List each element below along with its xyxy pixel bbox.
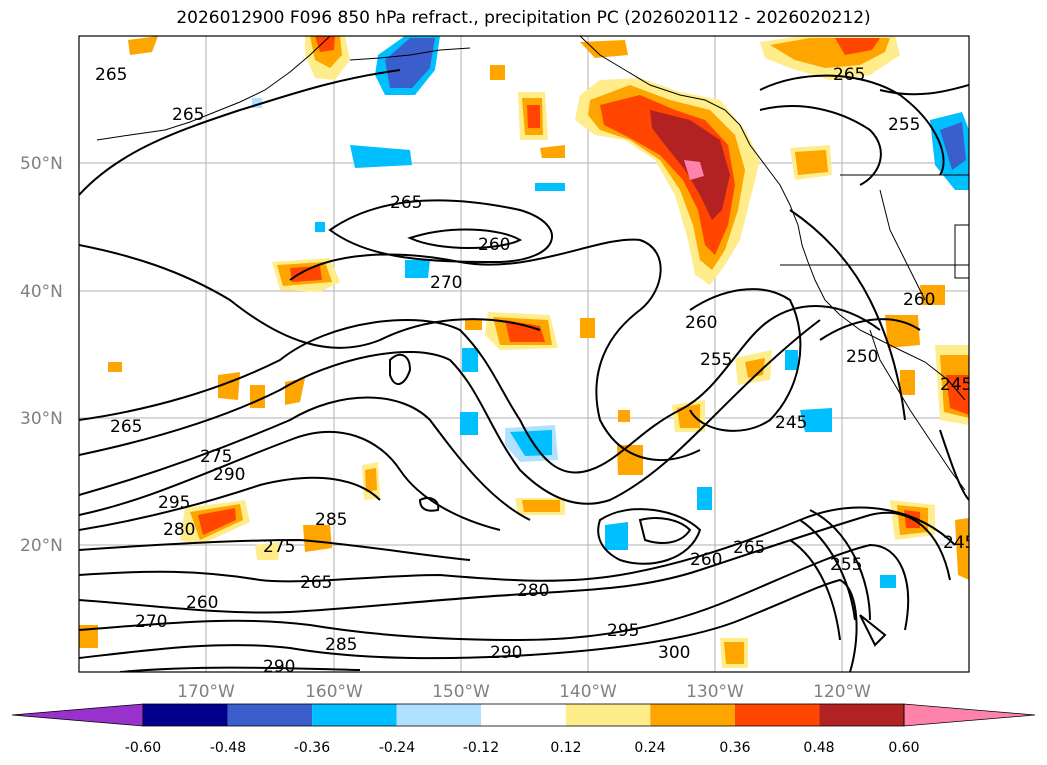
colorbar-segment bbox=[565, 704, 651, 726]
map-title: 2026012900 F096 850 hPa refract., precip… bbox=[176, 8, 871, 28]
lat-label: 20°N bbox=[20, 536, 63, 556]
lat-label: 30°N bbox=[20, 409, 63, 429]
contour-label: 285 bbox=[325, 635, 357, 655]
contour-label: 265 bbox=[833, 65, 865, 85]
coastlines bbox=[96, 36, 969, 491]
contour-label: 275 bbox=[200, 447, 232, 467]
colorbar-segment bbox=[481, 704, 566, 726]
contour-label: 260 bbox=[685, 313, 717, 333]
colorbar-segment bbox=[143, 704, 228, 726]
latitude-labels: 50°N 40°N 30°N 20°N bbox=[20, 154, 63, 556]
lon-label: 160°W bbox=[305, 682, 363, 702]
colorbar-extend-low bbox=[11, 703, 144, 727]
contour-label: 265 bbox=[172, 105, 204, 125]
contour-label: 285 bbox=[315, 510, 347, 530]
precip-positive-areas bbox=[79, 36, 969, 668]
contour-label: 290 bbox=[213, 465, 245, 485]
lon-label: 130°W bbox=[686, 682, 744, 702]
contour-label: 295 bbox=[607, 621, 639, 641]
colorbar-ticks: -0.60 -0.48 -0.36 -0.24 -0.12 0.12 0.24 … bbox=[125, 740, 920, 756]
contour-label: 270 bbox=[430, 273, 462, 293]
contour-label: 280 bbox=[517, 581, 549, 601]
contour-label: 300 bbox=[658, 643, 690, 663]
contour-label: 245 bbox=[943, 533, 975, 553]
contour-label: 290 bbox=[263, 657, 295, 677]
precip-negative-areas bbox=[252, 36, 969, 588]
lon-label: 170°W bbox=[177, 682, 235, 702]
contour-label: 245 bbox=[940, 375, 972, 395]
lat-label: 50°N bbox=[20, 154, 63, 174]
lon-label: 150°W bbox=[432, 682, 490, 702]
contour-label: 270 bbox=[135, 612, 167, 632]
contour-label: 265 bbox=[300, 573, 332, 593]
colorbar-tick: -0.24 bbox=[379, 740, 415, 756]
contour-label: 265 bbox=[733, 538, 765, 558]
refractivity-contours bbox=[79, 69, 969, 672]
colorbar-tick: -0.12 bbox=[463, 740, 499, 756]
contour-label: 260 bbox=[478, 235, 510, 255]
contour-label: 275 bbox=[263, 537, 295, 557]
lon-label: 120°W bbox=[813, 682, 871, 702]
colorbar-extend-high bbox=[903, 703, 1036, 727]
contour-labels: 265 265 265 260 270 265 275 290 295 280 … bbox=[95, 65, 975, 677]
contour-label: 260 bbox=[186, 593, 218, 613]
colorbar-tick: 0.12 bbox=[550, 740, 581, 756]
contour-label: 290 bbox=[490, 643, 522, 663]
colorbar-tick: -0.60 bbox=[125, 740, 161, 756]
contour-label: 255 bbox=[700, 350, 732, 370]
contour-label: 260 bbox=[690, 550, 722, 570]
contour-label: 280 bbox=[163, 520, 195, 540]
colorbar-tick: 0.60 bbox=[888, 740, 919, 756]
colorbar-segment bbox=[312, 704, 397, 726]
colorbar-segment bbox=[396, 704, 482, 726]
lat-label: 40°N bbox=[20, 282, 63, 302]
colorbar-segment bbox=[734, 704, 820, 726]
contour-label: 255 bbox=[888, 115, 920, 135]
contour-label: 255 bbox=[830, 555, 862, 575]
longitude-labels: 170°W 160°W 150°W 140°W 130°W 120°W bbox=[177, 682, 871, 702]
map-frame bbox=[78, 35, 970, 673]
colorbar-tick: 0.36 bbox=[719, 740, 750, 756]
contour-label: 265 bbox=[95, 65, 127, 85]
colorbar bbox=[11, 703, 1036, 727]
contour-label: 265 bbox=[390, 193, 422, 213]
colorbar-tick: 0.24 bbox=[634, 740, 665, 756]
contour-label: 265 bbox=[110, 417, 142, 437]
colorbar-outline bbox=[142, 703, 905, 727]
colorbar-segment bbox=[650, 704, 735, 726]
contour-label: 260 bbox=[903, 290, 935, 310]
colorbar-tick: 0.48 bbox=[803, 740, 834, 756]
contour-label: 245 bbox=[775, 413, 807, 433]
lon-label: 140°W bbox=[559, 682, 617, 702]
colorbar-segment bbox=[227, 704, 313, 726]
colorbar-segment bbox=[819, 704, 904, 726]
colorbar-tick: -0.48 bbox=[210, 740, 246, 756]
map-background bbox=[79, 36, 969, 672]
colorbar-tick: -0.36 bbox=[294, 740, 330, 756]
contour-label: 250 bbox=[846, 347, 878, 367]
contour-label: 295 bbox=[158, 493, 190, 513]
